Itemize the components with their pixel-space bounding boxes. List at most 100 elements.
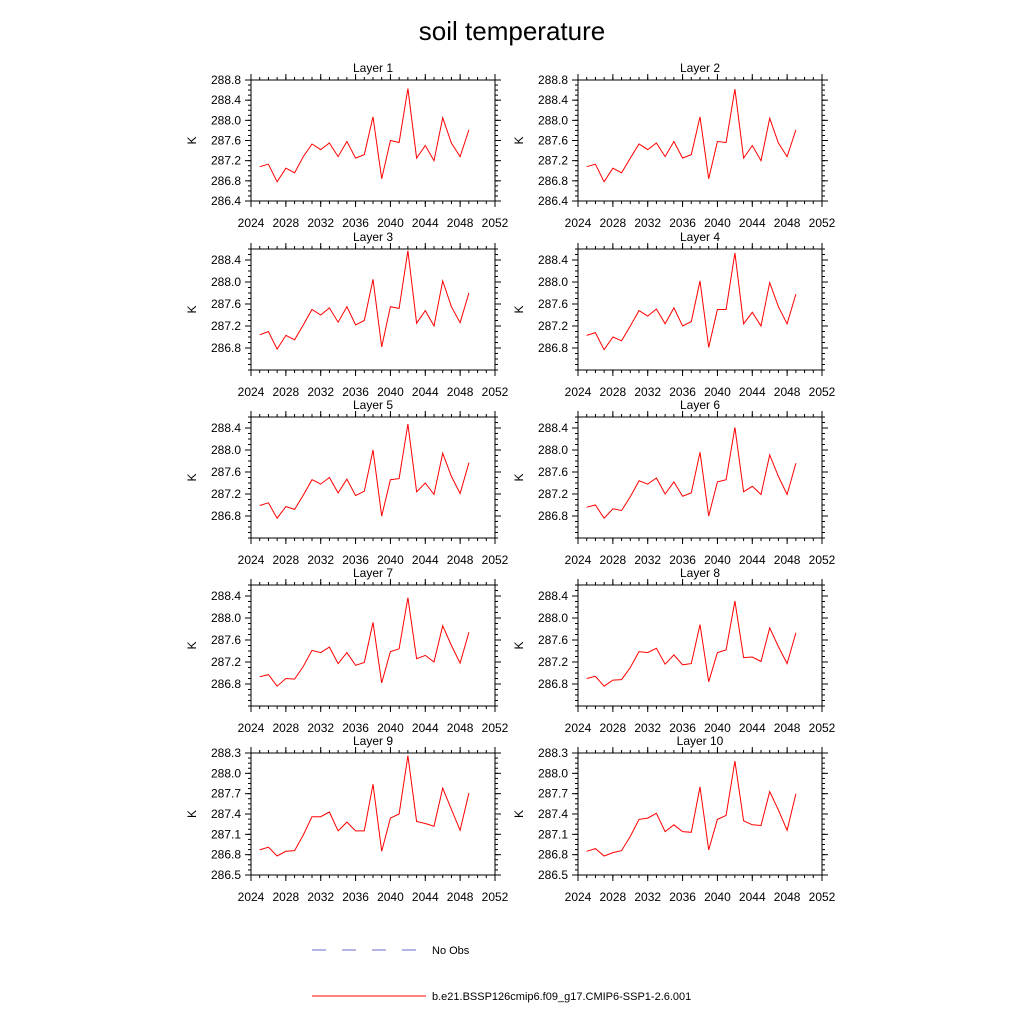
figure-title: soil temperature <box>419 16 605 46</box>
x-tick-label: 2028 <box>273 385 300 399</box>
y-tick-label: 288.4 <box>211 421 241 435</box>
y-tick-label: 288.0 <box>538 611 568 625</box>
y-tick-label: 288.0 <box>538 443 568 457</box>
series-line-model <box>586 252 797 351</box>
x-tick-label: 2052 <box>809 553 836 567</box>
x-tick-label: 2044 <box>412 890 439 904</box>
y-axis-label: K <box>512 810 526 818</box>
legend-model-label: b.e21.BSSP126cmip6.f09_g17.CMIP6-SSP1-2.… <box>432 991 691 1003</box>
series-line-model <box>259 88 470 183</box>
x-tick-label: 2052 <box>482 890 509 904</box>
y-tick-label: 287.1 <box>211 827 241 841</box>
panels-group: Layer 1 2024 2028 2032 2036 2040 2044 2048 2052 2… <box>185 61 836 904</box>
x-tick-label: 2052 <box>482 721 509 735</box>
y-tick-label: 286.5 <box>538 868 568 882</box>
plot-frame <box>577 248 823 371</box>
x-tick-label: 2036 <box>669 890 696 904</box>
x-tick-label: 2036 <box>342 890 369 904</box>
y-tick-label: 286.5 <box>211 868 241 882</box>
x-tick-label: 2044 <box>412 721 439 735</box>
panel-title: Layer 3 <box>353 230 393 244</box>
x-tick-label: 2044 <box>739 721 766 735</box>
y-tick-label: 288.0 <box>538 113 568 127</box>
x-tick-label: 2040 <box>704 216 731 230</box>
panel-10: Layer 10 2024 2028 2032 2036 2040 2044 2048 2052… <box>512 734 836 904</box>
x-tick-label: 2040 <box>704 385 731 399</box>
x-tick-label: 2052 <box>482 216 509 230</box>
x-tick-label: 2024 <box>238 721 265 735</box>
x-tick-label: 2032 <box>634 890 661 904</box>
x-tick-label: 2052 <box>482 385 509 399</box>
y-tick-label: 287.6 <box>538 465 568 479</box>
plot-frame <box>577 79 823 202</box>
series-line-model <box>586 89 797 183</box>
y-tick-label: 288.4 <box>538 93 568 107</box>
x-tick-label: 2032 <box>307 216 334 230</box>
x-tick-label: 2040 <box>377 553 404 567</box>
x-tick-label: 2036 <box>669 385 696 399</box>
x-tick-label: 2036 <box>669 553 696 567</box>
x-tick-label: 2028 <box>600 553 627 567</box>
panel-title: Layer 1 <box>353 61 393 75</box>
x-tick-label: 2032 <box>307 890 334 904</box>
x-tick-label: 2024 <box>238 385 265 399</box>
y-tick-label: 288.0 <box>211 113 241 127</box>
legend-obs-label: No Obs <box>432 945 470 957</box>
y-axis-label: K <box>185 810 199 818</box>
x-tick-label: 2040 <box>704 890 731 904</box>
x-tick-label: 2052 <box>809 890 836 904</box>
y-tick-label: 288.4 <box>211 253 241 267</box>
panel-title: Layer 6 <box>680 398 720 412</box>
y-tick-label: 287.4 <box>538 807 568 821</box>
y-tick-label: 288.0 <box>211 766 241 780</box>
x-tick-label: 2044 <box>412 216 439 230</box>
x-tick-label: 2024 <box>565 553 592 567</box>
panel-6: Layer 6 2024 2028 2032 2036 2040 2044 2048 2052 2… <box>512 398 836 567</box>
x-tick-label: 2032 <box>634 385 661 399</box>
y-tick-label: 286.8 <box>538 677 568 691</box>
y-tick-label: 287.7 <box>211 787 241 801</box>
y-axis-label: K <box>185 473 199 481</box>
y-tick-label: 286.4 <box>538 194 568 208</box>
x-tick-label: 2048 <box>774 553 801 567</box>
panel-8: Layer 8 2024 2028 2032 2036 2040 2044 2048 2052 2… <box>512 566 836 735</box>
x-tick-label: 2028 <box>600 721 627 735</box>
x-tick-label: 2036 <box>342 553 369 567</box>
panel-title: Layer 9 <box>353 734 393 748</box>
y-tick-label: 287.1 <box>538 827 568 841</box>
panel-title: Layer 5 <box>353 398 393 412</box>
x-tick-label: 2048 <box>774 216 801 230</box>
y-tick-label: 286.8 <box>538 848 568 862</box>
y-tick-label: 287.2 <box>538 154 568 168</box>
x-tick-label: 2032 <box>307 721 334 735</box>
x-tick-label: 2024 <box>565 890 592 904</box>
y-tick-label: 287.2 <box>211 154 241 168</box>
panel-title: Layer 4 <box>680 230 720 244</box>
x-tick-label: 2040 <box>377 216 404 230</box>
y-tick-label: 287.2 <box>211 487 241 501</box>
x-tick-label: 2044 <box>739 385 766 399</box>
panel-4: Layer 4 2024 2028 2032 2036 2040 2044 2048 2052 2… <box>512 230 836 399</box>
y-tick-label: 288.0 <box>538 275 568 289</box>
y-tick-label: 288.8 <box>211 73 241 87</box>
x-tick-label: 2028 <box>600 385 627 399</box>
x-tick-label: 2024 <box>565 385 592 399</box>
panel-title: Layer 10 <box>677 734 724 748</box>
y-tick-label: 286.8 <box>538 341 568 355</box>
y-axis-label: K <box>512 473 526 481</box>
plot-frame <box>577 416 823 539</box>
x-tick-label: 2036 <box>342 385 369 399</box>
y-tick-label: 287.2 <box>538 487 568 501</box>
x-tick-label: 2048 <box>774 890 801 904</box>
panel-2: Layer 2 2024 2028 2032 2036 2040 2044 2048 2052 2… <box>512 61 836 230</box>
y-tick-label: 287.2 <box>211 655 241 669</box>
x-tick-label: 2032 <box>307 553 334 567</box>
panel-title: Layer 2 <box>680 61 720 75</box>
y-tick-label: 287.2 <box>538 655 568 669</box>
y-tick-label: 287.6 <box>211 633 241 647</box>
x-tick-label: 2040 <box>377 385 404 399</box>
x-tick-label: 2028 <box>600 890 627 904</box>
y-tick-label: 287.2 <box>211 319 241 333</box>
